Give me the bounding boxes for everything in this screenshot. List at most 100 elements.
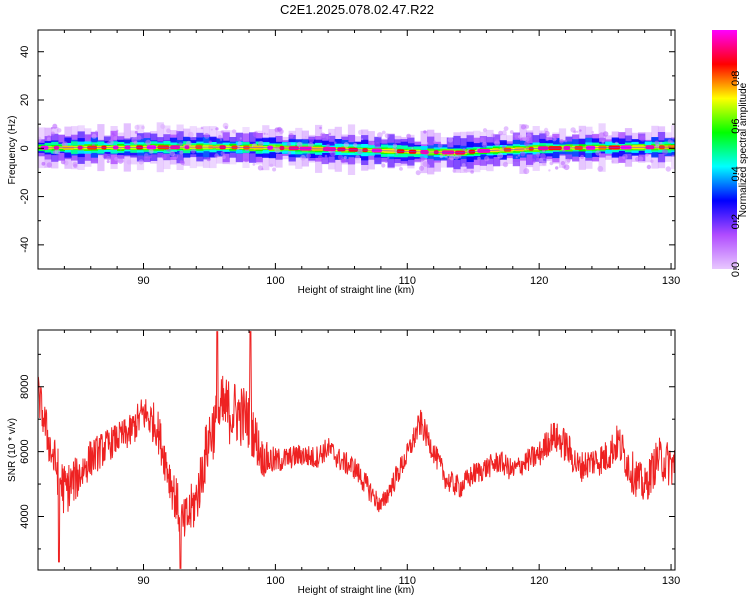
heatmap-speckle	[308, 137, 315, 143]
x-tick-label: 100	[266, 575, 284, 587]
heatmap-speckle	[220, 130, 224, 134]
snr-y-ticks: 4000 6000 8000	[19, 353, 675, 550]
heatmap-speckle	[304, 135, 307, 138]
heatmap-speckle	[50, 127, 54, 130]
heatmap-speckle	[423, 130, 427, 134]
colorbar-ticks: 0.0 0.2 0.4 0.6 0.8	[730, 71, 742, 277]
heatmap-speckle	[208, 140, 212, 144]
spectrogram-border	[37, 29, 676, 270]
heatmap-speckle	[263, 132, 266, 135]
heatmap-speckle	[119, 148, 122, 151]
spectrogram-y-ticks: -40 -20 0 20 40	[19, 46, 675, 270]
x-tick-label: 130	[662, 275, 680, 287]
heatmap-speckle	[180, 160, 185, 166]
heatmap-speckle	[497, 152, 504, 159]
heatmap-speckle	[399, 167, 403, 171]
heatmap-speckle	[377, 132, 383, 138]
heatmap-speckle	[538, 158, 544, 163]
heatmap-speckle	[133, 140, 138, 145]
heatmap-speckle	[555, 166, 559, 170]
heatmap-speckle	[559, 139, 564, 144]
heatmap-speckle	[269, 163, 274, 168]
heatmap-speckle	[337, 154, 343, 160]
heatmap-speckle	[385, 160, 388, 163]
snr-x-ticks: 90 100 110 120 130	[37, 330, 680, 587]
heatmap-speckle	[523, 168, 530, 175]
heatmap-speckle	[73, 163, 78, 169]
heatmap-speckle	[518, 134, 523, 139]
heatmap-speckle	[595, 150, 601, 156]
heatmap-speckle	[562, 149, 565, 152]
heatmap-speckle	[381, 130, 386, 135]
heatmap-speckle	[457, 154, 462, 159]
colorbar-tick-label: 0.2	[730, 214, 742, 229]
heatmap-speckle	[525, 124, 529, 129]
heatmap-speckle	[358, 129, 364, 135]
heatmap-speckle	[419, 156, 425, 162]
heatmap-speckle	[406, 133, 411, 139]
heatmap-speckle	[328, 132, 332, 136]
spectrogram-y-axis-title: Frequency (Hz)	[7, 116, 18, 185]
chart-title: C2E1.2025.078.02.47.R22	[280, 2, 434, 17]
heatmap-speckle	[645, 153, 649, 157]
spectrogram-x-ticks: 90 100 110 120 130	[37, 30, 680, 287]
y-tick-label: -20	[19, 189, 31, 205]
spectrogram-x-axis-title: Height of straight line (km)	[298, 285, 415, 296]
heatmap-speckle	[300, 154, 306, 161]
heatmap-speckle	[277, 126, 282, 132]
heatmap-speckle	[286, 142, 291, 147]
heatmap-speckle	[160, 124, 166, 129]
heatmap-speckle	[477, 156, 481, 161]
heatmap-speckle	[372, 142, 376, 146]
heatmap-speckle	[326, 135, 330, 140]
heatmap-speckle	[564, 139, 568, 143]
heatmap-speckle	[439, 154, 444, 159]
heatmap-speckle	[381, 163, 386, 168]
heatmap-speckle	[222, 122, 229, 129]
heatmap-speckle	[501, 130, 507, 136]
heatmap-speckle	[108, 139, 114, 145]
heatmap-speckle	[495, 138, 500, 143]
heatmap-speckle	[38, 136, 42, 142]
heatmap-speckle	[215, 127, 219, 131]
heatmap-speckle	[54, 149, 61, 155]
heatmap-speckle	[524, 141, 530, 147]
x-tick-label: 110	[399, 275, 417, 287]
heatmap-speckle	[650, 159, 654, 163]
heatmap-speckle	[134, 130, 138, 134]
heatmap-speckle	[46, 162, 52, 168]
heatmap-speckle	[565, 158, 571, 164]
heatmap-speckle	[425, 142, 429, 145]
heatmap-speckle	[190, 148, 196, 154]
heatmap-speckle	[319, 126, 322, 130]
heatmap-speckle	[56, 128, 62, 133]
colorbar-tick-label: 0.8	[730, 71, 742, 86]
heatmap-speckle	[646, 164, 652, 170]
heatmap-speckle	[667, 139, 672, 144]
x-tick-label: 90	[137, 275, 149, 287]
heatmap-speckle	[179, 150, 184, 155]
heatmap-speckle	[482, 128, 488, 133]
x-tick-label: 110	[399, 575, 417, 587]
colorbar-tick-label: 0.6	[730, 118, 742, 133]
heatmap-speckle	[161, 154, 167, 160]
heatmap-speckle	[114, 156, 119, 161]
x-tick-label: 90	[137, 575, 149, 587]
heatmap-speckle	[638, 156, 644, 162]
heatmap-speckle	[515, 156, 518, 159]
snr-y-axis-title: SNR (10 * v/v)	[7, 418, 18, 482]
heatmap-speckle	[541, 160, 547, 166]
heatmap-speckle	[524, 137, 530, 142]
heatmap-speckle	[307, 142, 314, 148]
y-tick-label: -40	[19, 237, 31, 253]
heatmap-speckle	[178, 142, 183, 146]
heatmap-speckle	[484, 156, 490, 162]
heatmap-speckle	[520, 151, 526, 157]
heatmap-speckle	[117, 158, 124, 164]
heatmap-speckle	[210, 128, 213, 131]
heatmap-speckle	[517, 154, 521, 157]
heatmap-speckle	[433, 140, 436, 144]
snr-border	[37, 329, 676, 571]
heatmap-speckle	[134, 124, 140, 130]
